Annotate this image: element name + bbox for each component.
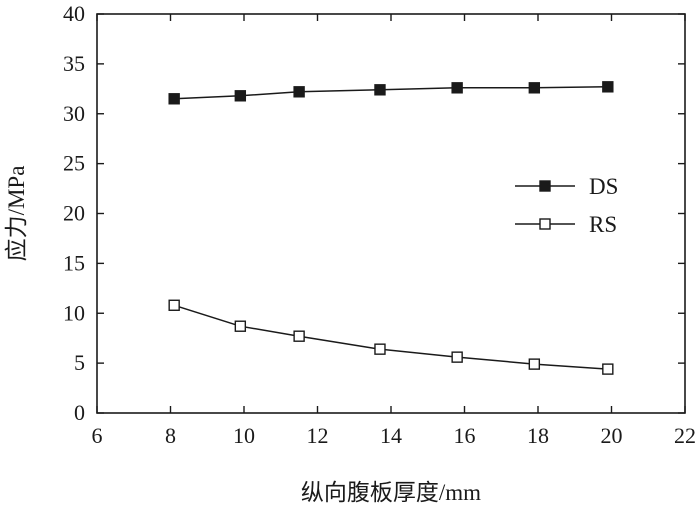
- legend: DS RS: [515, 174, 618, 237]
- data-point: [168, 299, 180, 311]
- x-tick-label: 8: [165, 423, 176, 448]
- data-point: [234, 90, 247, 102]
- legend-marker: [539, 218, 551, 230]
- y-tick-label: 20: [63, 201, 85, 226]
- y-tick-label: 0: [74, 400, 85, 425]
- y-tick-label: 5: [74, 350, 85, 375]
- data-point: [528, 358, 541, 370]
- series-line: [173, 304, 608, 370]
- legend-label: RS: [589, 212, 617, 237]
- x-tick-label: 20: [601, 423, 623, 448]
- legend-marker: [539, 180, 551, 192]
- y-tick-label: 10: [63, 300, 85, 325]
- legend-label: DS: [589, 174, 618, 199]
- data-point: [451, 351, 463, 363]
- x-tick-label: 16: [454, 423, 476, 448]
- y-tick-label: 25: [63, 151, 85, 176]
- data-point: [602, 363, 614, 375]
- legend-item-rs: RS: [515, 212, 617, 237]
- x-tick-label: 22: [674, 423, 696, 448]
- x-tick-label: 6: [92, 423, 103, 448]
- data-point: [374, 343, 386, 355]
- series-layer: [168, 81, 614, 375]
- x-tick-label: 18: [527, 423, 549, 448]
- series-ds: [168, 81, 614, 105]
- data-point: [602, 81, 614, 93]
- x-tick-label: 14: [380, 423, 402, 448]
- axes: 6 8 10 12 14 16 18 20 22 0 5 10 15 20 25 30 35 40: [63, 1, 696, 448]
- data-point: [234, 320, 247, 332]
- y-tick-label: 30: [63, 101, 85, 126]
- y-tick-label: 35: [63, 51, 85, 76]
- data-point: [168, 93, 180, 105]
- data-point: [374, 84, 386, 96]
- legend-item-ds: DS: [515, 174, 618, 199]
- series-rs: [168, 299, 614, 375]
- data-point: [293, 330, 305, 342]
- y-axis-title: 应力/MPa: [4, 166, 29, 262]
- data-point: [293, 86, 305, 98]
- y-tick-label: 15: [63, 250, 85, 275]
- y-tick-label: 40: [63, 1, 85, 26]
- data-point: [451, 82, 463, 94]
- x-tick-label: 12: [307, 423, 329, 448]
- x-tick-label: 10: [233, 423, 255, 448]
- data-point: [528, 82, 541, 94]
- x-axis-title: 纵向腹板厚度/mm: [301, 480, 481, 505]
